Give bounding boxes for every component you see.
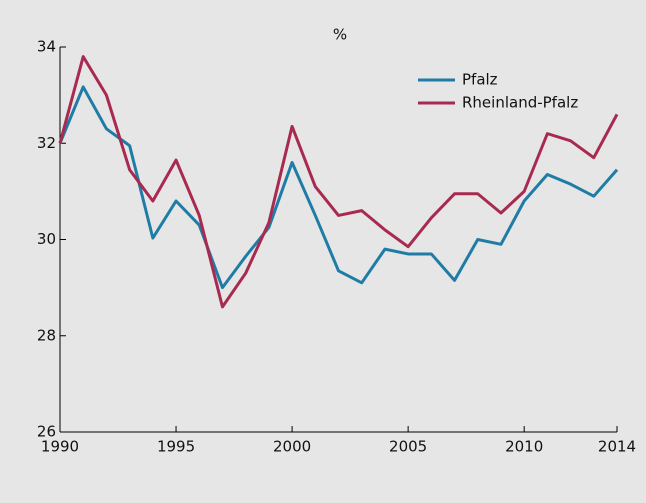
chart-title: % [333, 26, 347, 44]
line [58, 85, 619, 290]
y-tick-label: 28 [37, 326, 56, 344]
legend-label: Pfalz [462, 71, 498, 89]
x-tick-label: 1990 [41, 438, 79, 456]
x-tick-label: 2010 [505, 438, 543, 456]
y-tick-label: 34 [37, 38, 56, 56]
x-tick-label: 2000 [273, 438, 311, 456]
line [58, 55, 619, 309]
x-tick-label: 2005 [389, 438, 427, 456]
y-tick-label: 32 [37, 134, 56, 152]
y-tick-label: 26 [37, 423, 56, 441]
y-tick-label: 30 [37, 230, 56, 248]
x-tick-label: 1995 [157, 438, 195, 456]
x-tick-label: 2014 [598, 438, 636, 456]
legend-label: Rheinland-Pfalz [462, 94, 578, 112]
